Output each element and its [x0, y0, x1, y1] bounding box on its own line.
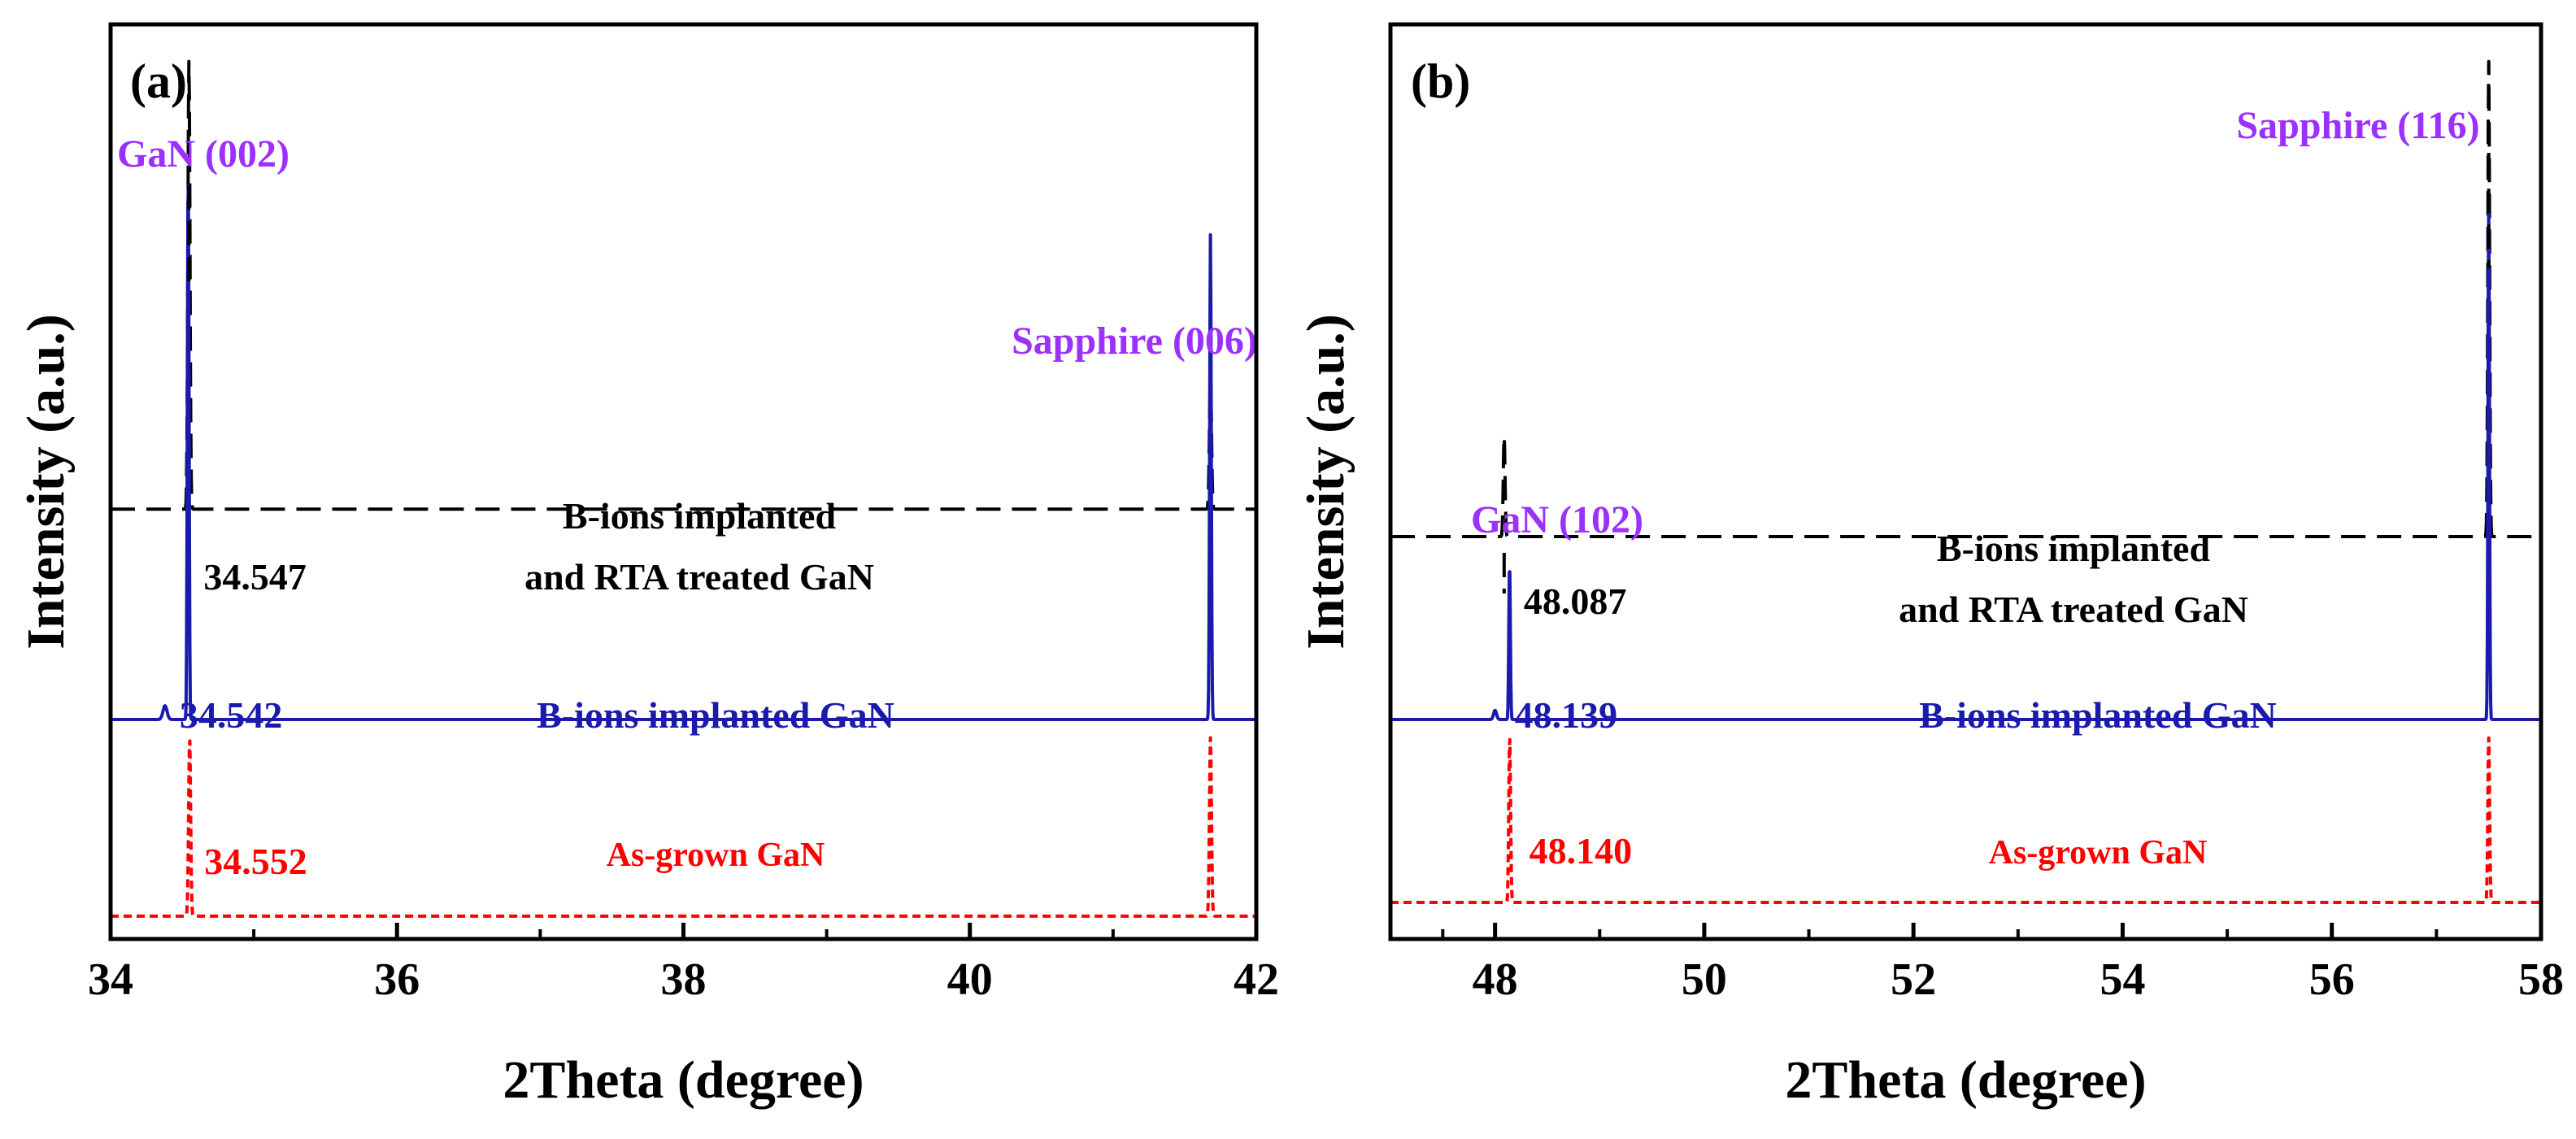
- series-name-label: As-grown GaN: [1989, 834, 2208, 872]
- x-tick-label: 56: [2309, 954, 2355, 1005]
- x-tick-label: 36: [374, 954, 420, 1005]
- x-tick-label: 54: [2100, 954, 2145, 1005]
- x-tick-label: 48: [1473, 954, 1518, 1005]
- series-name-label: B-ions implanted GaN: [1919, 694, 2277, 736]
- series-name-label: B-ions implanted: [563, 495, 837, 537]
- peak-value-label: 34.542: [180, 694, 282, 736]
- x-axis-title: 2Theta (degree): [503, 1050, 864, 1110]
- peak-annotation: Sapphire (006): [1012, 320, 1257, 363]
- series-line-2: [109, 736, 1258, 918]
- series-name-label: and RTA treated GaN: [524, 556, 874, 598]
- peak-value-label: 34.547: [203, 556, 307, 598]
- x-tick-label: 34: [88, 954, 133, 1005]
- series-name-label: As-grown GaN: [607, 837, 825, 874]
- peak-value-label: 48.140: [1530, 830, 1633, 872]
- peak-annotation: GaN (002): [117, 133, 289, 176]
- series-line-0: [109, 59, 1258, 511]
- series-name-label: B-ions implanted GaN: [537, 694, 894, 736]
- panel-label: (a): [130, 54, 187, 108]
- x-tick-label: 50: [1682, 954, 1727, 1005]
- panel-b: 48.087 B-ions implanted and RTA treated Ga…: [1296, 22, 2564, 1110]
- x-tick-label: 52: [1891, 954, 1936, 1005]
- series-name-label: and RTA treated GaN: [1899, 589, 2248, 630]
- peak-value-label: 34.552: [204, 841, 307, 882]
- panel-label: (b): [1411, 54, 1470, 108]
- x-tick-label: 40: [947, 954, 993, 1005]
- peak-annotation: GaN (102): [1471, 498, 1643, 541]
- y-axis-title: Intensity (a.u.): [16, 314, 76, 650]
- peak-value-label: 48.087: [1524, 580, 1627, 622]
- peak-annotation: Sapphire (116): [2236, 104, 2479, 147]
- series-line-2: [1389, 736, 2543, 904]
- y-axis-title: Intensity (a.u.): [1296, 314, 1355, 650]
- panel-a: 34.547 B-ions implanted and RTA treated Ga…: [16, 22, 1279, 1110]
- series-line-1: [1389, 206, 2543, 721]
- series-name-label: B-ions implanted: [1937, 528, 2211, 569]
- x-axis-title: 2Theta (degree): [1785, 1050, 2146, 1110]
- x-tick-label: 58: [2518, 954, 2564, 1005]
- series-line-1: [109, 184, 1258, 721]
- peak-value-label: 48.139: [1515, 694, 1618, 736]
- series-line-0: [1389, 59, 2543, 538]
- x-tick-label: 42: [1234, 954, 1279, 1005]
- plot-frame: [1388, 22, 2543, 941]
- x-tick-label: 38: [661, 954, 707, 1005]
